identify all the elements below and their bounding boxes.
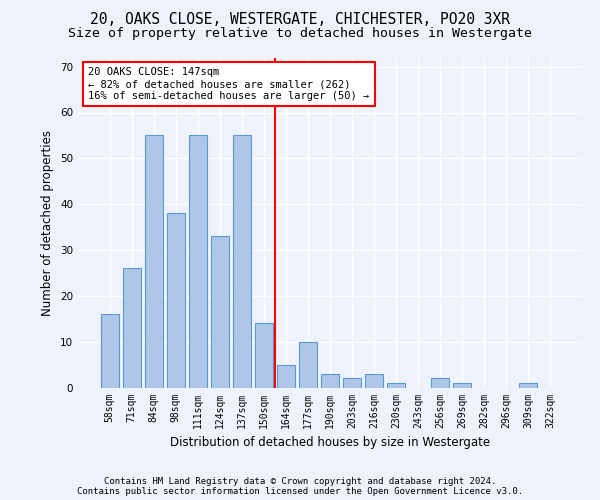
Text: Contains public sector information licensed under the Open Government Licence v3: Contains public sector information licen…: [77, 487, 523, 496]
Text: 20 OAKS CLOSE: 147sqm
← 82% of detached houses are smaller (262)
16% of semi-det: 20 OAKS CLOSE: 147sqm ← 82% of detached …: [88, 68, 370, 100]
X-axis label: Distribution of detached houses by size in Westergate: Distribution of detached houses by size …: [170, 436, 490, 449]
Bar: [299, 342, 317, 388]
Bar: [520, 383, 537, 388]
Bar: [387, 383, 405, 388]
Bar: [277, 364, 295, 388]
Bar: [321, 374, 339, 388]
Bar: [145, 136, 163, 388]
Bar: [167, 214, 185, 388]
Bar: [431, 378, 449, 388]
Y-axis label: Number of detached properties: Number of detached properties: [41, 130, 55, 316]
Text: Contains HM Land Registry data © Crown copyright and database right 2024.: Contains HM Land Registry data © Crown c…: [104, 477, 496, 486]
Bar: [123, 268, 140, 388]
Bar: [255, 324, 273, 388]
Bar: [101, 314, 119, 388]
Bar: [233, 136, 251, 388]
Text: 20, OAKS CLOSE, WESTERGATE, CHICHESTER, PO20 3XR: 20, OAKS CLOSE, WESTERGATE, CHICHESTER, …: [90, 12, 510, 28]
Bar: [365, 374, 383, 388]
Bar: [454, 383, 471, 388]
Bar: [211, 236, 229, 388]
Bar: [189, 136, 206, 388]
Text: Size of property relative to detached houses in Westergate: Size of property relative to detached ho…: [68, 28, 532, 40]
Bar: [343, 378, 361, 388]
